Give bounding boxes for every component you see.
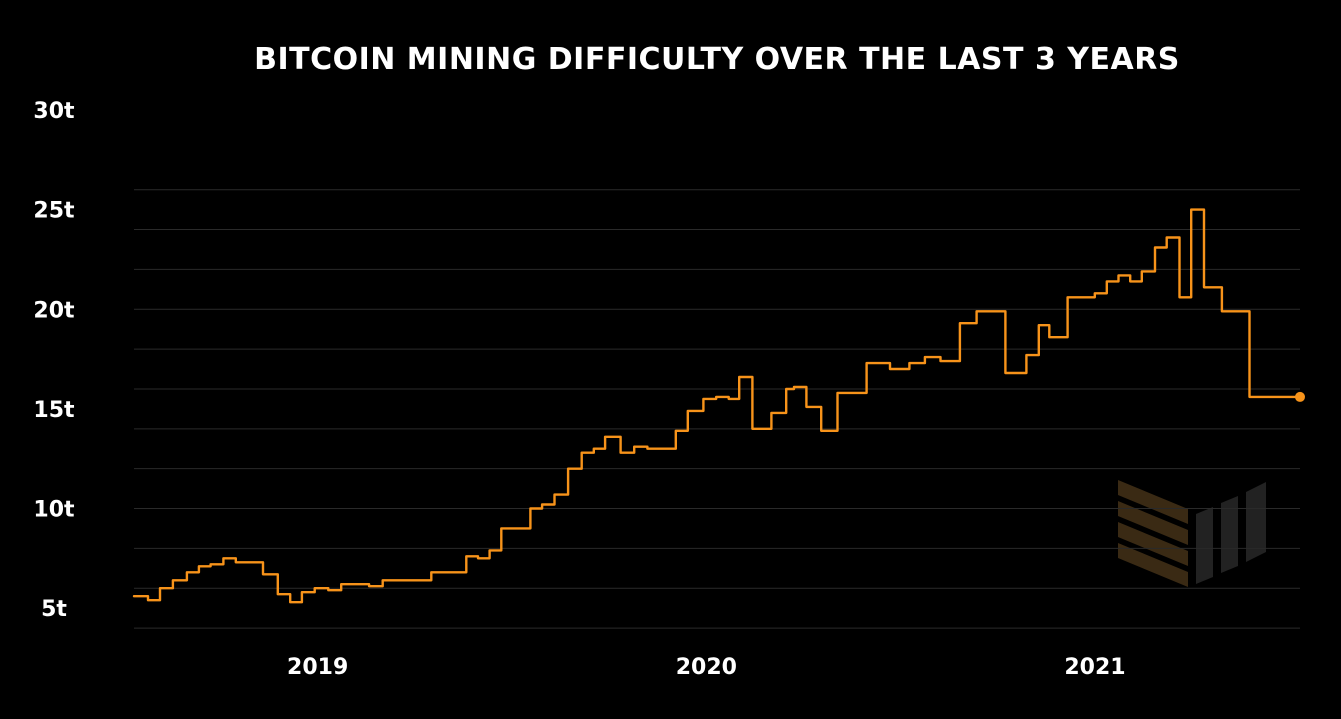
series-layer [132,208,1305,604]
y-tick-label: 20t [33,298,75,323]
y-tick-label: 25t [33,199,75,224]
x-axis: 2019 2020 2021 [287,655,1126,680]
y-tick-label: 10t [33,498,75,523]
y-tick-label: 5t [41,597,67,622]
watermark-logo [1118,480,1266,587]
last-point-marker [1295,391,1305,402]
chart-title: BITCOIN MINING DIFFICULTY OVER THE LAST … [254,42,1180,77]
x-tick-label: 2021 [1064,655,1125,680]
x-tick-label: 2019 [287,655,348,680]
x-tick-label: 2020 [676,655,737,680]
y-axis: 5t 10t 15t 20t 25t 30t [33,99,75,622]
series-line [132,208,1302,604]
grid-lines [134,189,1300,629]
y-tick-label: 30t [33,99,75,124]
y-tick-label: 15t [33,398,75,423]
